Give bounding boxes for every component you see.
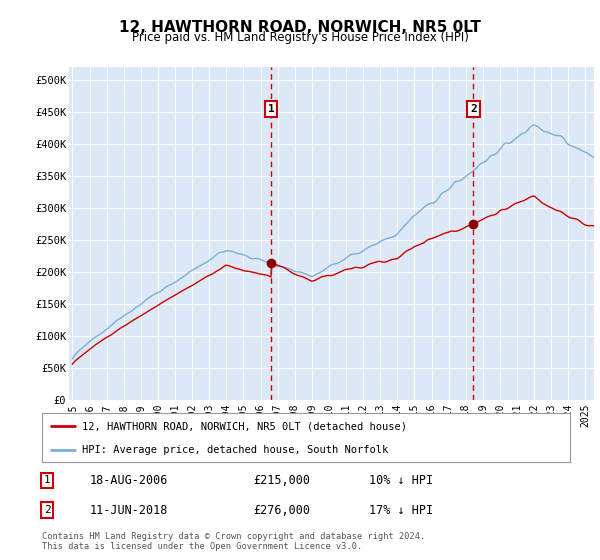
Text: HPI: Average price, detached house, South Norfolk: HPI: Average price, detached house, Sout… — [82, 445, 388, 455]
Text: 2: 2 — [470, 104, 477, 114]
Text: £276,000: £276,000 — [253, 503, 310, 517]
Text: 1: 1 — [268, 104, 275, 114]
Text: Contains HM Land Registry data © Crown copyright and database right 2024.
This d: Contains HM Land Registry data © Crown c… — [42, 532, 425, 552]
Text: 12, HAWTHORN ROAD, NORWICH, NR5 0LT (detached house): 12, HAWTHORN ROAD, NORWICH, NR5 0LT (det… — [82, 421, 407, 431]
Text: £215,000: £215,000 — [253, 474, 310, 487]
Text: 1: 1 — [44, 475, 50, 486]
Text: 18-AUG-2006: 18-AUG-2006 — [89, 474, 168, 487]
Text: 12, HAWTHORN ROAD, NORWICH, NR5 0LT: 12, HAWTHORN ROAD, NORWICH, NR5 0LT — [119, 20, 481, 35]
Text: 2: 2 — [44, 505, 50, 515]
Text: 11-JUN-2018: 11-JUN-2018 — [89, 503, 168, 517]
Text: 10% ↓ HPI: 10% ↓ HPI — [370, 474, 433, 487]
Text: 17% ↓ HPI: 17% ↓ HPI — [370, 503, 433, 517]
Text: Price paid vs. HM Land Registry's House Price Index (HPI): Price paid vs. HM Land Registry's House … — [131, 31, 469, 44]
